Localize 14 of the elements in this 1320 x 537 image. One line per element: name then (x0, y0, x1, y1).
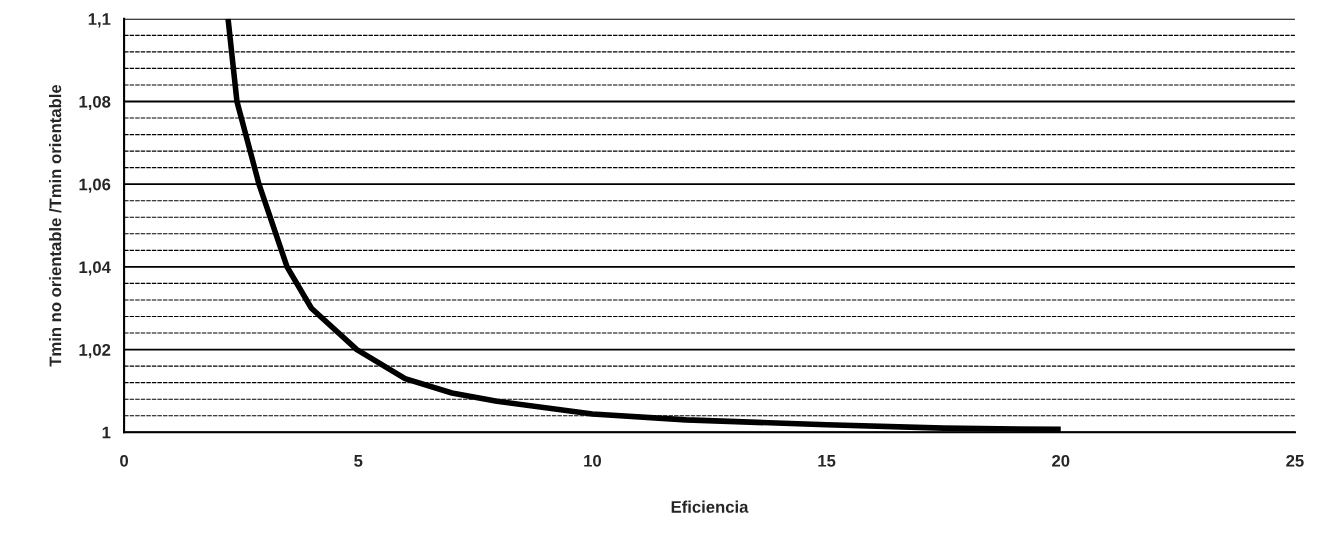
x-tick-label: 20 (1052, 454, 1070, 467)
x-tick-label: 25 (1286, 454, 1304, 467)
y-tick-label: 1,06 (79, 178, 111, 193)
x-tick-label: 0 (120, 454, 129, 467)
x-tick-label: 15 (818, 455, 836, 467)
y-axis-title: Tmin no orientable /Tmin orientable (49, 84, 62, 367)
x-tick-label: 10 (584, 454, 601, 467)
y-tick-label: 1 (102, 426, 111, 439)
x-axis-title: Eficiencia (671, 500, 749, 513)
y-tick-label: 1,1 (88, 13, 111, 28)
y-tick-label: 1,08 (79, 95, 111, 111)
x-tick-label: 5 (354, 455, 363, 467)
y-tick-label: 1,02 (79, 343, 111, 359)
y-tick-label: 1,04 (79, 261, 111, 276)
